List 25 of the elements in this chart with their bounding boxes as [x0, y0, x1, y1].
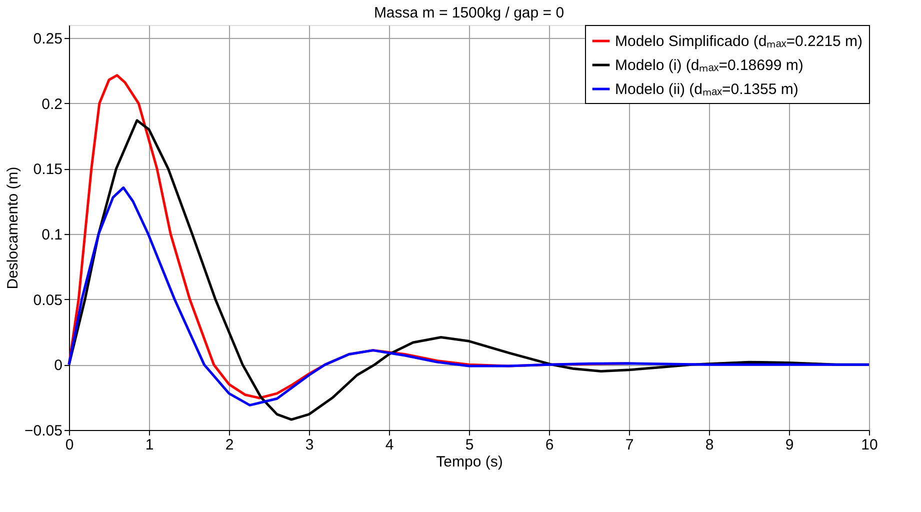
y-tick-label: 0.15: [33, 161, 62, 178]
x-tick-label: 5: [465, 436, 474, 454]
x-tick-label: 7: [625, 436, 634, 454]
legend-label: Modelo (ii) (dₘₐₓ=0.1355 m): [615, 81, 798, 98]
x-tick-label: 0: [65, 436, 74, 454]
x-tick-label: 3: [305, 436, 314, 454]
y-tick-label: 0.1: [42, 226, 62, 244]
x-tick-label: 2: [225, 436, 234, 454]
y-tick-label: 0.05: [33, 292, 62, 309]
x-tick-label: 9: [785, 436, 794, 454]
x-tick-label: 1: [145, 436, 154, 454]
x-axis-title: Tempo (s): [436, 454, 503, 470]
y-tick-label: 0.2: [42, 96, 62, 113]
line-series: [68, 186, 870, 406]
x-tick-label: 8: [705, 436, 714, 454]
legend-label: Modelo (i) (dₘₐₓ=0.18699 m): [615, 57, 804, 74]
y-tick-label: 0.25: [33, 30, 62, 48]
x-tick-label: 4: [385, 436, 394, 454]
y-tick-label: 0: [54, 357, 62, 374]
x-tick-label: 10: [861, 436, 878, 454]
legend-label: Modelo Simplificado (dₘₐₓ=0.2215 m): [615, 33, 863, 50]
x-tick-label: 6: [545, 436, 554, 454]
y-axis-title: Deslocamento (m): [4, 166, 22, 290]
y-tick-label: −0.05: [24, 422, 62, 440]
chart-title: Massa m = 1500kg / gap = 0: [374, 4, 564, 22]
